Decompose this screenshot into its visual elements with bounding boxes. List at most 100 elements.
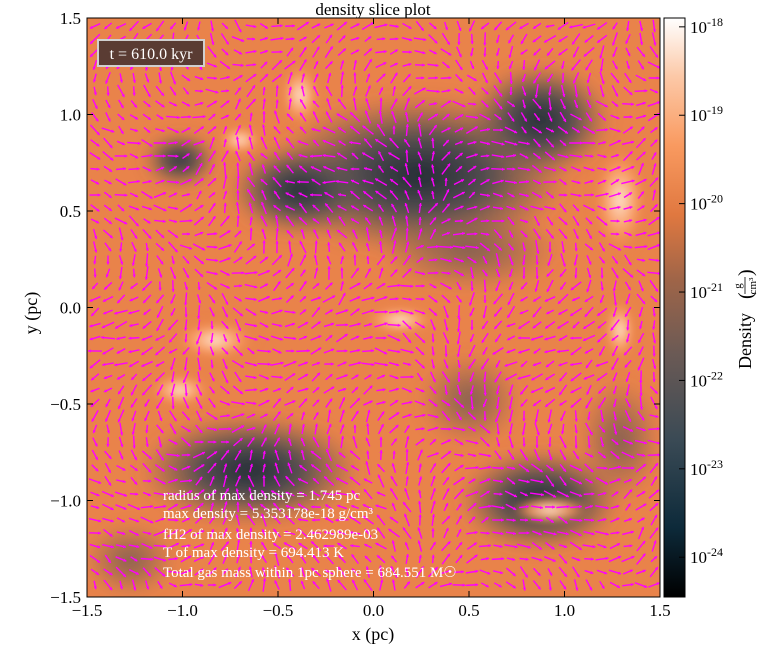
velocity-arrowhead bbox=[546, 311, 550, 315]
velocity-arrowhead bbox=[550, 235, 554, 239]
velocity-arrowhead bbox=[174, 478, 178, 482]
velocity-arrowhead bbox=[625, 40, 629, 44]
velocity-arrowhead bbox=[211, 164, 215, 168]
velocity-arrowhead bbox=[391, 503, 395, 507]
velocity-arrowhead bbox=[214, 245, 218, 249]
velocity-arrowhead bbox=[103, 376, 107, 380]
velocity-arrowhead bbox=[447, 100, 451, 104]
velocity-arrowhead bbox=[499, 194, 503, 198]
velocity-arrowhead bbox=[545, 24, 549, 28]
velocity-arrowhead bbox=[604, 466, 608, 470]
velocity-arrowhead bbox=[447, 127, 451, 131]
velocity-arrowhead bbox=[363, 579, 367, 583]
velocity-arrowhead bbox=[431, 151, 435, 155]
velocity-arrowhead bbox=[496, 431, 500, 435]
velocity-arrowhead bbox=[120, 237, 124, 241]
velocity-arrowhead bbox=[108, 181, 112, 185]
velocity-arrowhead bbox=[252, 426, 256, 431]
velocity-arrowhead bbox=[187, 140, 191, 143]
velocity-arrowhead bbox=[274, 152, 278, 156]
velocity-arrowhead bbox=[450, 245, 453, 249]
velocity-arrowhead bbox=[486, 166, 490, 171]
velocity-arrowhead bbox=[200, 216, 204, 221]
velocity-arrowhead bbox=[394, 49, 398, 53]
velocity-arrowhead bbox=[251, 243, 255, 247]
velocity-arrowhead bbox=[366, 450, 370, 454]
velocity-arrowhead bbox=[341, 397, 345, 401]
chart-title: density slice plot bbox=[315, 0, 430, 19]
velocity-arrowhead bbox=[350, 191, 354, 195]
velocity-arrowhead bbox=[309, 193, 313, 197]
velocity-arrowhead bbox=[213, 64, 217, 68]
velocity-arrowhead bbox=[614, 260, 618, 264]
velocity-arrowhead bbox=[163, 504, 167, 509]
velocity-arrowhead bbox=[156, 27, 160, 32]
velocity-arrowhead bbox=[639, 406, 644, 410]
colorbar-paren-close: ) bbox=[735, 269, 757, 276]
velocity-arrowhead bbox=[631, 102, 634, 106]
velocity-arrowhead bbox=[578, 117, 582, 121]
velocity-arrowhead bbox=[263, 437, 267, 441]
velocity-arrowhead bbox=[340, 60, 345, 64]
velocity-arrowhead bbox=[93, 586, 97, 590]
velocity-arrowhead bbox=[174, 234, 178, 238]
velocity-arrowhead bbox=[537, 586, 541, 590]
velocity-arrowhead bbox=[459, 555, 463, 559]
velocity-arrowhead bbox=[337, 152, 341, 156]
velocity-arrowhead bbox=[521, 432, 526, 436]
velocity-arrowhead bbox=[175, 154, 179, 158]
velocity-arrowhead bbox=[186, 77, 191, 81]
velocity-arrowhead bbox=[514, 545, 518, 549]
velocity-arrowhead bbox=[262, 111, 266, 114]
velocity-arrowhead bbox=[601, 429, 605, 433]
velocity-arrowhead bbox=[110, 507, 114, 511]
velocity-arrowhead bbox=[145, 443, 149, 447]
velocity-arrowhead bbox=[158, 80, 163, 84]
velocity-arrowhead bbox=[324, 517, 328, 521]
velocity-arrowhead bbox=[514, 142, 518, 146]
velocity-arrowhead bbox=[313, 100, 317, 104]
velocity-arrowhead bbox=[431, 554, 435, 558]
velocity-arrowhead bbox=[173, 584, 177, 588]
velocity-arrowhead bbox=[160, 116, 164, 120]
velocity-arrowhead bbox=[576, 129, 580, 133]
velocity-arrowhead bbox=[189, 219, 193, 223]
velocity-arrowhead bbox=[148, 179, 152, 184]
velocity-arrowhead bbox=[382, 37, 386, 41]
velocity-arrowhead bbox=[548, 249, 552, 253]
velocity-arrowhead bbox=[248, 136, 252, 140]
velocity-arrowhead bbox=[580, 141, 583, 145]
velocity-arrowhead bbox=[601, 93, 605, 98]
velocity-arrowhead bbox=[355, 267, 359, 272]
velocity-arrowhead bbox=[656, 427, 660, 431]
velocity-arrowhead bbox=[357, 322, 361, 326]
velocity-arrowhead bbox=[610, 327, 614, 331]
velocity-arrowhead bbox=[214, 76, 217, 80]
velocity-arrowhead bbox=[211, 313, 215, 317]
velocity-arrowhead bbox=[625, 313, 628, 317]
velocity-arrowhead bbox=[486, 179, 490, 183]
velocity-arrowhead bbox=[225, 114, 229, 118]
velocity-arrowhead bbox=[586, 79, 590, 84]
velocity-arrowhead bbox=[214, 272, 218, 276]
velocity-arrowhead bbox=[300, 229, 304, 233]
velocity-arrowhead bbox=[122, 544, 126, 549]
velocity-arrowhead bbox=[656, 582, 660, 586]
velocity-arrowhead bbox=[260, 153, 264, 157]
velocity-arrowhead bbox=[578, 468, 583, 472]
velocity-arrowhead bbox=[356, 23, 360, 27]
velocity-arrowhead bbox=[538, 130, 542, 134]
velocity-arrowhead bbox=[494, 379, 498, 383]
velocity-arrowhead bbox=[188, 569, 192, 573]
velocity-arrowhead bbox=[560, 417, 564, 421]
velocity-arrowhead bbox=[486, 205, 490, 209]
velocity-arrowhead bbox=[170, 312, 174, 316]
velocity-arrowhead bbox=[605, 506, 609, 510]
velocity-arrowhead bbox=[311, 505, 315, 509]
velocity-arrowhead bbox=[260, 179, 264, 183]
velocity-arrowhead bbox=[525, 155, 529, 159]
velocity-arrowhead bbox=[470, 406, 475, 410]
velocity-arrowhead bbox=[198, 417, 202, 422]
velocity-arrowhead bbox=[394, 62, 398, 66]
velocity-arrowhead bbox=[313, 229, 317, 233]
